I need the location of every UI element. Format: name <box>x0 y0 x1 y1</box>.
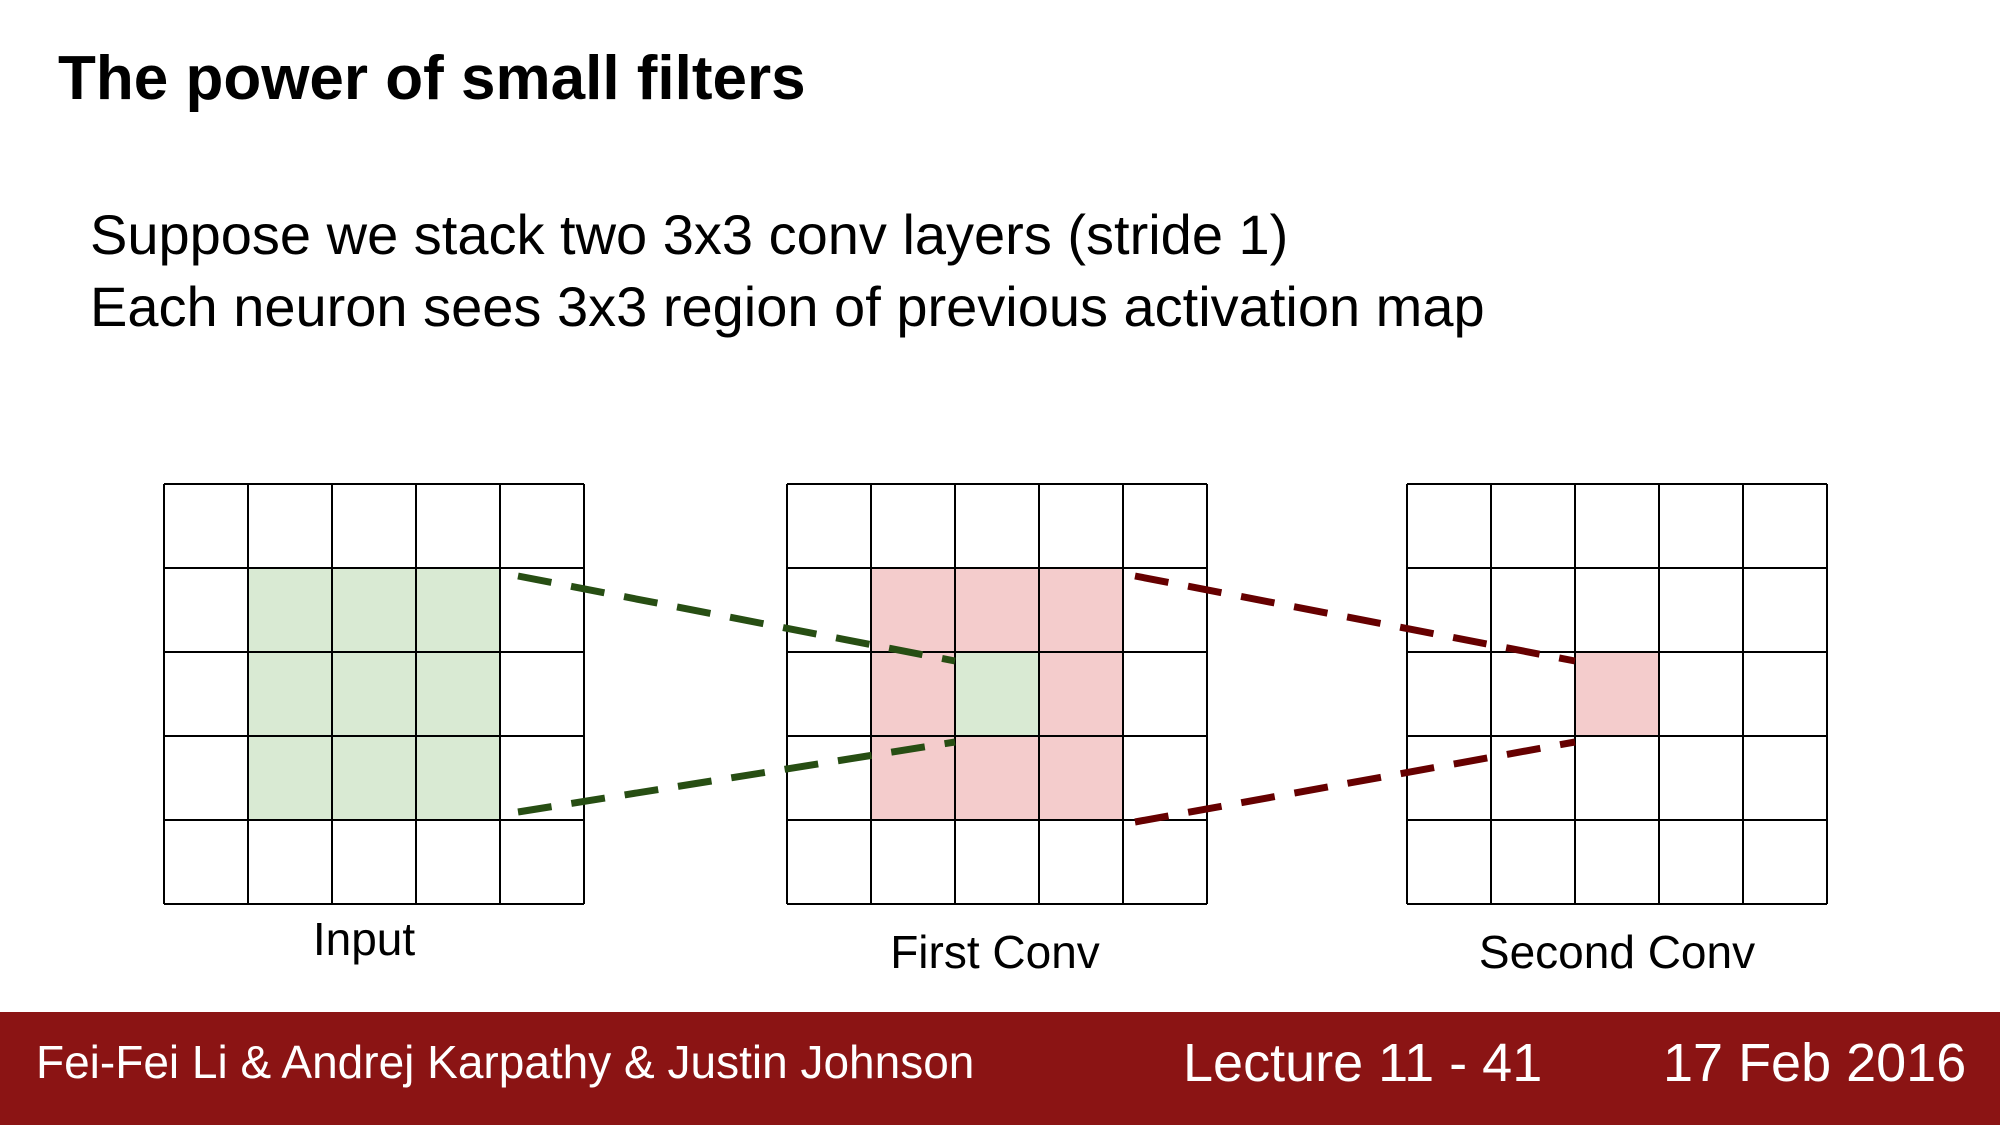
footer-authors: Fei-Fei Li & Andrej Karpathy & Justin Jo… <box>36 1036 975 1088</box>
first-conv-label: First Conv <box>890 926 1100 978</box>
text-line-2: Each neuron sees 3x3 region of previous … <box>90 275 1485 338</box>
footer-date: 17 Feb 2016 <box>1663 1033 1967 1093</box>
slide-title: The power of small filters <box>58 44 806 113</box>
second-conv-label: Second Conv <box>1479 926 1755 978</box>
text-line-1: Suppose we stack two 3x3 conv layers (st… <box>90 203 1289 266</box>
red-connector-bottom <box>1134 738 1576 826</box>
input-label: Input <box>313 913 416 965</box>
input-highlight-0 <box>248 568 500 820</box>
footer-bar: Fei-Fei Li & Andrej Karpathy & Justin Jo… <box>0 1012 2000 1125</box>
second-conv-highlight-0 <box>1575 652 1659 736</box>
red-connector-top <box>1134 572 1576 665</box>
green-connector-bottom <box>517 738 956 816</box>
first-conv-highlight-1 <box>955 652 1039 736</box>
green-connector-top <box>517 572 956 665</box>
footer-lecture: Lecture 11 - 41 <box>1183 1033 1543 1093</box>
